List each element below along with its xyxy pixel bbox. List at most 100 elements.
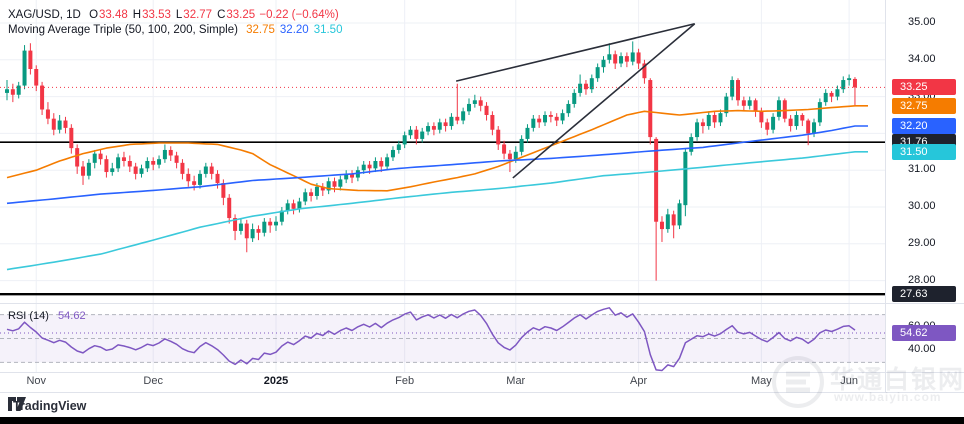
candle-body (431, 126, 436, 130)
price-tick-label: 35.00 (908, 16, 936, 28)
candle-body (344, 173, 349, 180)
candle-body (455, 116, 460, 121)
ma-value: 32.20 (279, 24, 309, 36)
candle-body (835, 89, 840, 97)
candle-body (244, 223, 249, 239)
trendline[interactable] (455, 22, 695, 82)
sma50-line (6, 105, 868, 192)
candle-body (531, 118, 536, 128)
candle-body (279, 210, 284, 222)
candle-body (817, 102, 822, 123)
ohlc-key: L (175, 9, 183, 21)
time-label-Mar: Mar (506, 375, 526, 387)
candle-body (513, 151, 518, 160)
candle-body (385, 157, 390, 167)
candle-body (782, 100, 787, 119)
candle-body (361, 164, 366, 171)
candle-body (22, 50, 27, 86)
candle-body (16, 85, 21, 95)
bottom-black-bar (0, 417, 964, 424)
candle-body (350, 173, 355, 178)
ma-value: 32.75 (246, 24, 275, 36)
candle-body (332, 181, 337, 187)
sma100-line (6, 125, 868, 205)
candle-body (233, 218, 238, 231)
candle-body (648, 80, 653, 138)
candle-body (654, 138, 659, 222)
price-tick-label: 30.00 (908, 200, 936, 212)
tradingview-brand-text: TradingView (13, 399, 87, 413)
candle-body (338, 179, 343, 187)
symbol-legend-row[interactable]: XAG/USD, 1D O33.48 H33.53 L32.77 C33.25 −0.… (8, 8, 342, 23)
candle-body (63, 120, 68, 128)
price-badge-33.25: 33.25 (892, 79, 956, 96)
candle-body (303, 192, 308, 202)
candle-body (180, 162, 185, 174)
candle-body (548, 115, 553, 117)
price-badge-32.75: 32.75 (892, 97, 956, 114)
candle-body (589, 78, 594, 90)
candle-body (776, 100, 781, 117)
candle-body (700, 122, 705, 127)
candle-body (379, 161, 384, 167)
candle-body (683, 151, 688, 206)
candle-body (227, 197, 232, 219)
rsi-legend-row[interactable]: RSI (14) 54.62 (8, 310, 86, 322)
candle-body (28, 50, 33, 69)
candle-body (69, 127, 74, 149)
ohlc-key: O (89, 9, 99, 21)
candle-body (157, 159, 162, 165)
candle-body (262, 221, 267, 233)
candle-body (309, 192, 314, 196)
price-tick-label: 28.00 (908, 273, 936, 286)
candle-body (45, 109, 50, 119)
candle-body (81, 166, 86, 176)
candle-body (852, 78, 857, 88)
candle-body (34, 69, 39, 86)
price-badge-32.20: 32.20 (892, 118, 956, 135)
candle-body (5, 89, 9, 93)
candle-body (771, 116, 776, 130)
ma-indicator-legend-row[interactable]: Moving Average Triple (50, 100, 200, Sim… (8, 23, 342, 38)
candle-body (724, 96, 729, 114)
candle-body (104, 159, 109, 173)
candle-body (168, 149, 173, 156)
candle-body (665, 214, 670, 230)
candle-body (40, 85, 45, 110)
candle-body (659, 221, 664, 230)
candle-body (75, 148, 80, 167)
ohlc-value: 33.48 (99, 9, 128, 21)
candle-body (619, 56, 624, 64)
candle-body (110, 168, 115, 173)
candle-body (215, 173, 220, 184)
candle-body (57, 120, 62, 130)
price-axis[interactable]: 35.0034.0033.0032.0031.0030.0029.0028.00… (886, 0, 964, 392)
trendline[interactable] (512, 23, 696, 179)
candle-body (695, 122, 700, 138)
candle-body (630, 52, 635, 62)
tradingview-attribution[interactable]: TradingView (8, 397, 86, 415)
candle-body (671, 214, 676, 226)
candle-body (297, 201, 302, 209)
candle-body (203, 166, 208, 174)
candle-body (408, 129, 413, 136)
candle-body (51, 118, 56, 130)
ohlc-value: 33.53 (142, 9, 171, 21)
candle-body (151, 161, 156, 165)
candle-body (86, 162, 91, 176)
candle-body (502, 144, 507, 154)
time-label-Nov: Nov (26, 375, 47, 387)
candle-body (121, 157, 126, 161)
candle-body (525, 127, 530, 139)
time-axis[interactable]: Nov Dec 2025 Feb Mar Apr May Jun (0, 372, 886, 392)
candle-body (197, 173, 202, 185)
time-label-Jun: Jun (840, 375, 858, 387)
price-tick-label: 29.00 (908, 236, 936, 249)
candle-body (730, 80, 735, 97)
candle-body (478, 100, 483, 106)
candle-body (636, 52, 641, 64)
candle-body (507, 153, 512, 160)
candle-body (613, 54, 618, 64)
candle-body (677, 203, 682, 226)
